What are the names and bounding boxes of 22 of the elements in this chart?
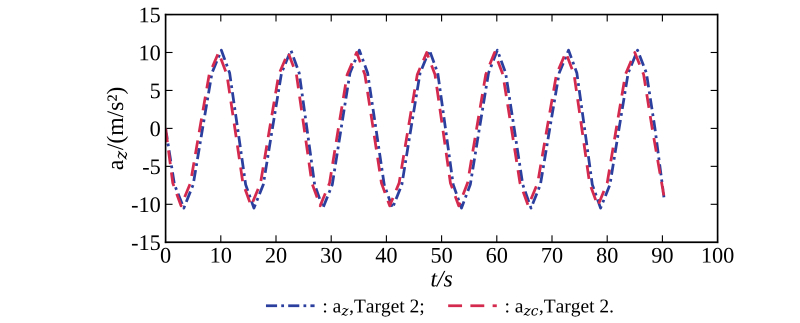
y-tick-label: 0 <box>150 121 160 136</box>
x-tick-label: 70 <box>542 248 562 263</box>
x-axis-title: t/s <box>431 270 452 287</box>
x-tick-label: 60 <box>486 248 508 263</box>
x-tick-label: 20 <box>266 248 286 263</box>
y-tick-label: 10 <box>140 45 160 60</box>
x-tick-label: 0 <box>160 248 170 263</box>
y-axis-title: a$_{z}$/(m/s²) <box>106 88 128 170</box>
legend-label: : a$_{zc}$,Target 2. <box>506 300 613 317</box>
y-tick-label: -10 <box>132 197 160 212</box>
y-tick-label: 5 <box>150 84 160 98</box>
x-tick-label: 100 <box>702 248 734 263</box>
x-tick-label: 40 <box>376 248 397 263</box>
y-tick-label: -15 <box>132 235 160 250</box>
x-tick-label: 90 <box>652 248 673 263</box>
x-tick-label: 30 <box>321 248 342 263</box>
x-tick-label: 50 <box>432 248 452 263</box>
y-tick-label: 15 <box>140 8 160 22</box>
legend-label: : a$_{z}$,Target 2; <box>324 300 424 317</box>
x-tick-label: 10 <box>212 248 232 263</box>
y-tick-label: -5 <box>143 160 160 174</box>
x-tick-label: 80 <box>596 248 618 263</box>
